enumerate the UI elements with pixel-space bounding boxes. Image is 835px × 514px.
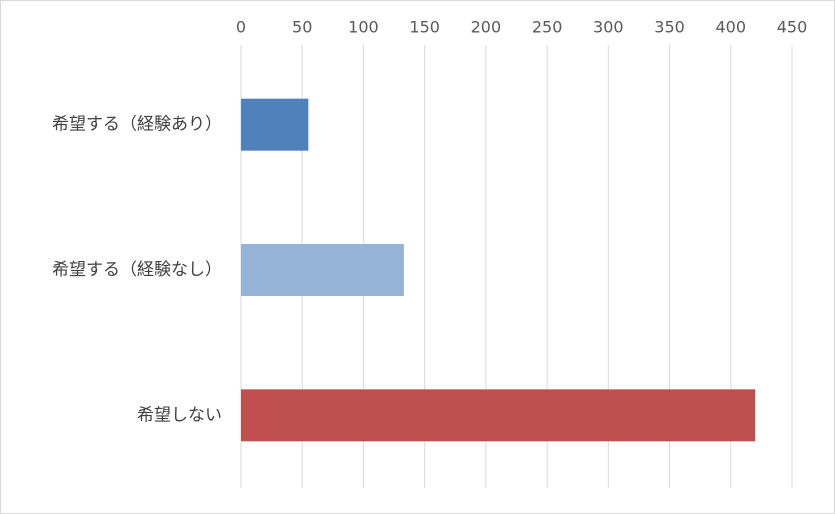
x-tick-label: 350 xyxy=(654,18,685,37)
x-tick-label: 400 xyxy=(716,18,747,37)
x-tick-label: 200 xyxy=(471,18,502,37)
x-tick-label: 100 xyxy=(348,18,379,37)
y-tick-label: 希望する（経験なし） xyxy=(52,260,222,280)
bar xyxy=(241,389,756,442)
bar xyxy=(241,244,404,296)
bar xyxy=(241,98,309,151)
x-tick-label: 150 xyxy=(409,18,440,37)
x-tick-label: 50 xyxy=(292,18,312,37)
x-tick-label: 300 xyxy=(593,18,624,37)
x-tick-label: 450 xyxy=(777,18,808,37)
y-tick-label: 希望しない xyxy=(137,405,222,425)
x-tick-label: 0 xyxy=(236,18,246,37)
x-tick-label: 250 xyxy=(532,18,563,37)
y-tick-label: 希望する（経験あり） xyxy=(52,115,222,135)
